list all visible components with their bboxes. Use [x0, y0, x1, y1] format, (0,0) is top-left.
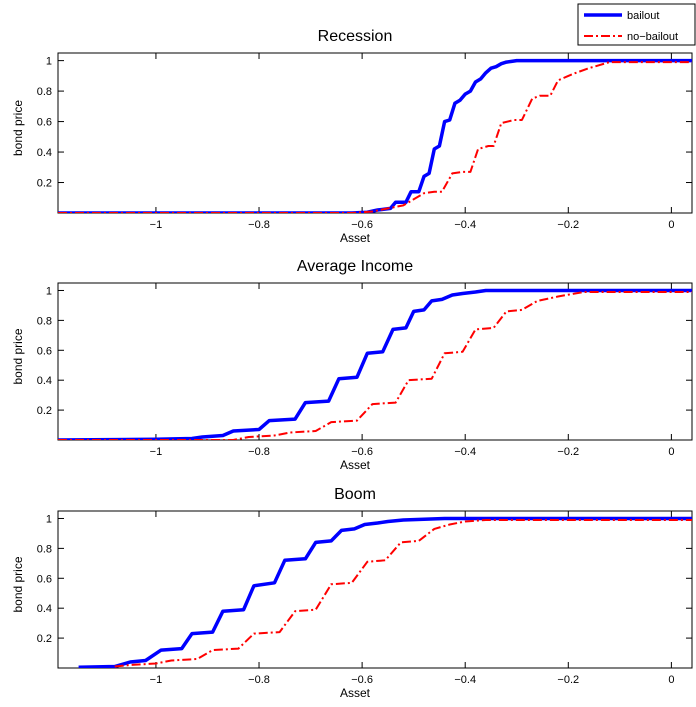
legend-box — [577, 3, 696, 46]
x-tick-label: −0.4 — [454, 674, 476, 686]
x-axis-label: Asset — [340, 458, 371, 472]
subplots: Recession −1 −0.8 −0.6 −0.4 −0.2 0 0.2 0.4 0.6 0.8… — [11, 28, 693, 700]
x-tick-label: −0.6 — [351, 446, 373, 458]
y-tick-label: 0.6 — [37, 345, 52, 357]
series-line-bailout — [58, 58, 692, 213]
y-tick-label: 0.2 — [37, 633, 52, 645]
x-tick-label: −0.8 — [248, 219, 270, 231]
y-tick-label: 0.4 — [37, 603, 52, 615]
y-tick-label: 0.4 — [37, 147, 52, 159]
subplot-2: Boom −1 −0.8 −0.6 −0.4 −0.2 0 0.2 0.4 0.6 0.8 1 Asse… — [11, 486, 693, 700]
chart-title: Boom — [334, 486, 376, 503]
x-tick-label: −0.6 — [351, 219, 373, 231]
y-tick-label: 0.2 — [37, 405, 52, 417]
y-tick-label: 0.8 — [37, 86, 52, 98]
y-tick-label: 0.6 — [37, 117, 52, 129]
chart-title: Average Income — [297, 258, 413, 275]
y-tick-label: 1 — [46, 285, 52, 297]
axes-box — [57, 52, 693, 214]
y-tick-label: 0.6 — [37, 573, 52, 585]
x-tick-label: −0.2 — [557, 219, 579, 231]
y-tick-label: 1 — [46, 56, 52, 68]
y-tick-label: 0.2 — [37, 178, 52, 190]
x-tick-label: −1 — [150, 219, 163, 231]
y-tick-label: 0.4 — [37, 375, 52, 387]
y-axis-label: bond price — [11, 328, 25, 384]
x-tick-label: −1 — [150, 446, 163, 458]
x-tick-label: −1 — [150, 674, 163, 686]
x-tick-label: −0.2 — [557, 446, 579, 458]
x-axis-label: Asset — [340, 231, 371, 245]
x-tick-label: 0 — [668, 446, 674, 458]
y-tick-label: 0.8 — [37, 543, 52, 555]
series-line-no-bailout — [58, 61, 692, 213]
x-tick-label: 0 — [668, 219, 674, 231]
y-axis-label: bond price — [11, 556, 25, 612]
axes-box — [57, 510, 693, 669]
x-tick-label: −0.4 — [454, 446, 476, 458]
chart-title: Recession — [318, 28, 393, 45]
x-tick-label: −0.6 — [351, 674, 373, 686]
subplot-1: Average Income −1 −0.8 −0.6 −0.4 −0.2 0 0.2 0.4 0… — [11, 258, 693, 472]
series-line-bailout — [58, 288, 692, 440]
x-tick-label: 0 — [668, 674, 674, 686]
x-tick-label: −0.8 — [248, 674, 270, 686]
series-line-bailout — [78, 516, 692, 668]
y-tick-label: 1 — [46, 513, 52, 525]
y-tick-label: 0.8 — [37, 315, 52, 327]
series-line-no-bailout — [58, 291, 692, 440]
x-tick-label: −0.2 — [557, 674, 579, 686]
x-tick-label: −0.4 — [454, 219, 476, 231]
x-tick-label: −0.8 — [248, 446, 270, 458]
legend-label-bailout: bailout — [627, 10, 659, 22]
legend-label-no-bailout: no−bailout — [627, 31, 678, 43]
x-axis-label: Asset — [340, 686, 371, 700]
legend: bailout no−bailout — [577, 3, 696, 46]
y-axis-label: bond price — [11, 100, 25, 156]
series-line-no-bailout — [114, 519, 692, 668]
axes-box — [57, 282, 693, 441]
subplot-0: Recession −1 −0.8 −0.6 −0.4 −0.2 0 0.2 0.4 0.6 0.8… — [11, 28, 693, 245]
